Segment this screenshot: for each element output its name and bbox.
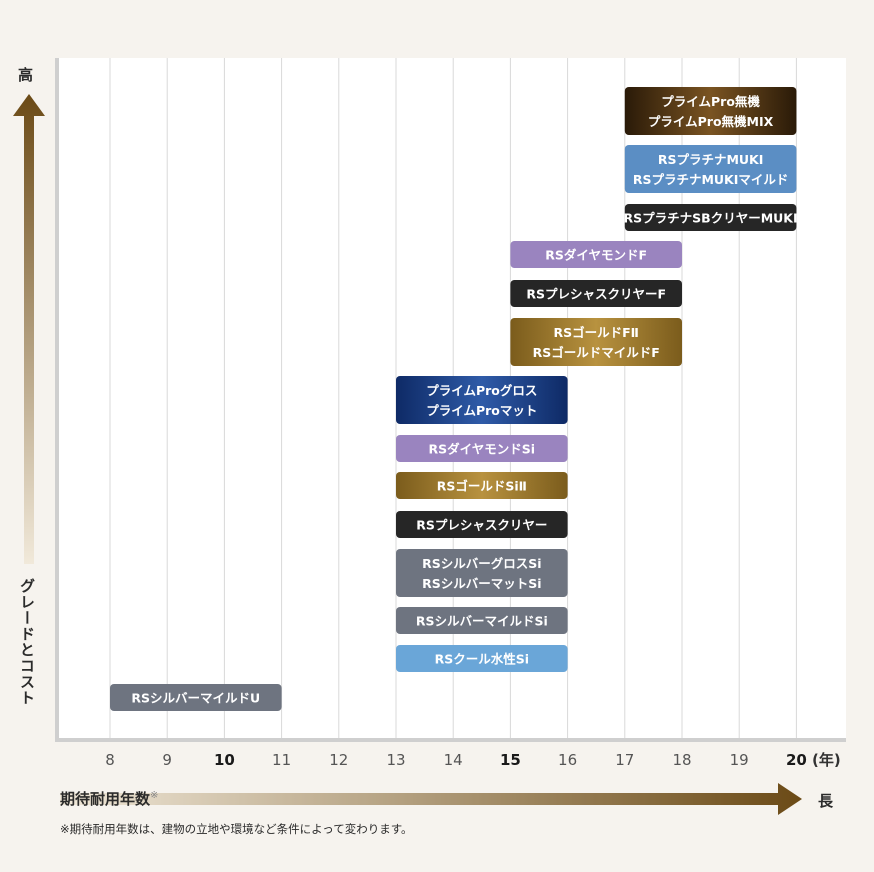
bar-rect-12 (396, 645, 568, 672)
bar-rect-8 (396, 472, 568, 499)
x-axis-label: 期待耐用年数※ (60, 788, 158, 809)
bar-label-10-1: RSシルバーマットSi (422, 576, 541, 591)
bar-label-1-1: RSプラチナMUKIマイルド (633, 172, 789, 187)
y-axis-top-label: 高 (18, 66, 34, 84)
bars: プライムPro無機プライムPro無機MIXRSプラチナMUKIRSプラチナMUK… (110, 87, 798, 711)
bar-label-10-0: RSシルバーグロスSi (422, 556, 541, 571)
x-tick-8: 8 (105, 751, 115, 769)
bar-rect-6 (396, 376, 568, 424)
bar-11: RSシルバーマイルドSi (396, 607, 568, 634)
up-arrow-icon (13, 94, 45, 564)
x-tick-12: 12 (329, 751, 348, 769)
bar-2: RSプラチナSBクリヤーMUKI (624, 204, 798, 231)
bar-rect-2 (624, 204, 797, 231)
bar-rect-1 (624, 145, 797, 193)
x-tick-18: 18 (672, 751, 691, 769)
x-tick-15: 15 (500, 751, 521, 769)
bar-8: RSゴールドSiⅡ (396, 472, 568, 499)
bar-label-8-0: RSゴールドSiⅡ (437, 479, 527, 494)
bar-rect-5 (510, 318, 682, 366)
bar-label-5-1: RSゴールドマイルドF (533, 345, 660, 360)
bar-10: RSシルバーグロスSi RSシルバーマットSi (396, 549, 568, 597)
bar-rect-10 (396, 549, 568, 597)
x-tick-19: 19 (730, 751, 749, 769)
x-unit-label: (年) (812, 751, 841, 769)
x-tick-16: 16 (558, 751, 577, 769)
bar-label-0-0: プライムPro無機 (661, 94, 760, 109)
bar-label-11-0: RSシルバーマイルドSi (416, 614, 548, 629)
bar-rect-11 (396, 607, 568, 634)
x-tick-17: 17 (615, 751, 634, 769)
bar-label-12-0: RSクール水性Si (435, 652, 529, 667)
bar-rect-4 (510, 280, 682, 307)
y-axis-label: グレードとコスト (18, 578, 36, 706)
bar-5: RSゴールドFⅡ RSゴールドマイルドF (510, 318, 682, 366)
bar-label-6-0: プライムProグロス (426, 383, 537, 398)
x-tick-10: 10 (214, 751, 235, 769)
footnote: ※期待耐用年数は、建物の立地や環境など条件によって変わります。 (60, 822, 413, 836)
x-tick-13: 13 (386, 751, 405, 769)
bar-label-9-0: RSプレシャスクリヤー (416, 518, 547, 533)
bar-rect-7 (396, 435, 568, 462)
x-tick-20: 20 (786, 751, 807, 769)
bar-rect-9 (396, 511, 568, 538)
bar-label-13-0: RSシルバーマイルドU (131, 691, 260, 706)
bar-label-1-0: RSプラチナMUKI (658, 152, 764, 167)
x-tick-11: 11 (272, 751, 291, 769)
right-arrow-icon (60, 783, 802, 815)
bar-1: RSプラチナMUKI RSプラチナMUKIマイルド (624, 145, 797, 193)
x-tick-labels: 8 9 10 11 12 13 14 15 16 17 18 19 20 (105, 751, 807, 769)
bar-7: RSダイヤモンドSi (396, 435, 568, 462)
bar-3: RSダイヤモンドF (510, 241, 682, 268)
bar-13: RSシルバーマイルドU (110, 684, 282, 711)
bar-9: RSプレシャスクリヤー (396, 511, 568, 538)
bar-4: RSプレシャスクリヤーF (510, 280, 682, 307)
grid-lines (109, 58, 797, 740)
x-axis-label-mark: ※ (150, 790, 159, 801)
bar-label-7-0: RSダイヤモンドSi (429, 442, 536, 457)
bar-rect-13 (110, 684, 282, 711)
bar-label-2-0: RSプラチナSBクリヤーMUKI (624, 211, 798, 226)
bar-label-5-0: RSゴールドFⅡ (553, 325, 638, 340)
x-axis-label-text: 期待耐用年数 (60, 790, 151, 808)
bar-label-4-0: RSプレシャスクリヤーF (526, 287, 666, 302)
x-tick-9: 9 (162, 751, 172, 769)
bar-rect-3 (510, 241, 682, 268)
bar-label-0-1: プライムPro無機MIX (648, 114, 774, 129)
x-axis-end-label: 長 (818, 792, 834, 810)
bar-label-3-0: RSダイヤモンドF (545, 248, 647, 263)
bar-label-6-1: プライムProマット (426, 403, 537, 418)
x-tick-14: 14 (444, 751, 463, 769)
bar-12: RSクール水性Si (396, 645, 568, 672)
bar-rect-0 (624, 87, 797, 135)
